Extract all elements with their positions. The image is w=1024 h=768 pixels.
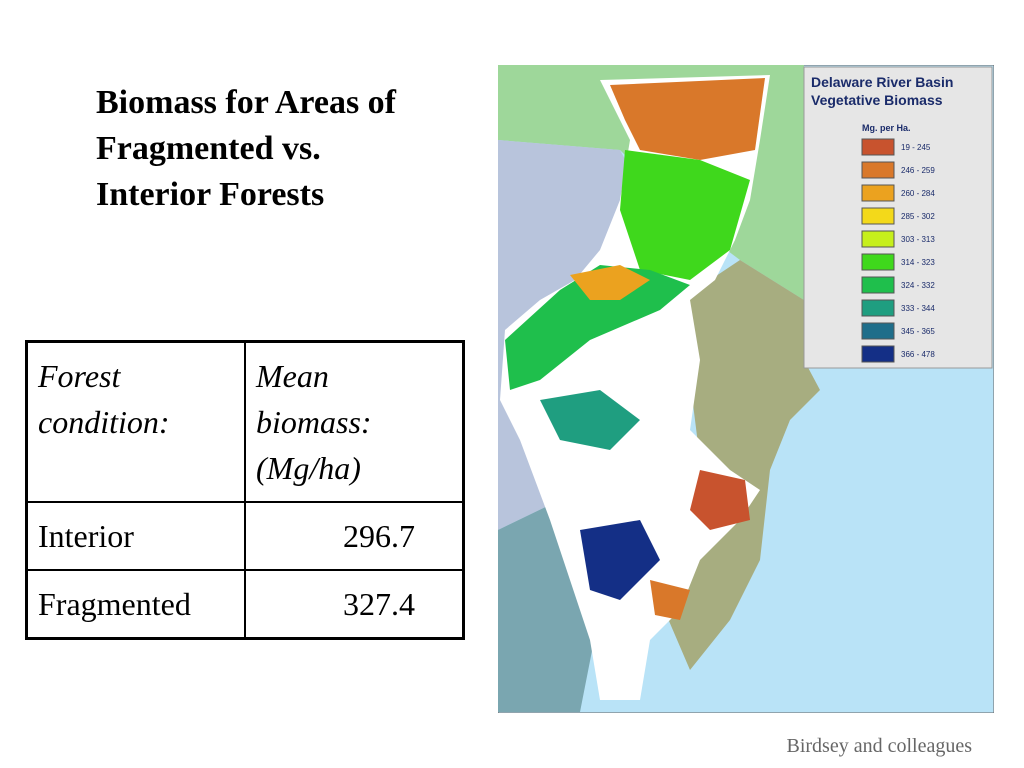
header-line: (Mg/ha) (256, 450, 361, 486)
cell: Interior (25, 501, 246, 571)
legend-swatch (861, 207, 895, 225)
title-line: Interior Forests (96, 176, 325, 213)
legend-label: 303 - 313 (901, 235, 935, 244)
cell: 296.7 (244, 501, 465, 571)
legend-unit: Mg. per Ha. (862, 123, 911, 133)
legend-title: Delaware River Basin (811, 74, 953, 90)
legend-label: 19 - 245 (901, 143, 931, 152)
header-line: Forest (38, 358, 121, 394)
legend-label: 314 - 323 (901, 258, 935, 267)
biomass-map: Delaware River Basin Vegetative Biomass Mg… (498, 65, 994, 713)
legend-box (803, 66, 993, 369)
legend-swatch (861, 138, 895, 156)
legend-label: 260 - 284 (901, 189, 935, 198)
legend-swatch (861, 230, 895, 248)
biomass-patch (570, 265, 650, 300)
legend-label: 324 - 332 (901, 281, 935, 290)
legend-label: 285 - 302 (901, 212, 935, 221)
new-jersey (660, 260, 820, 670)
biomass-table: Forest condition: Mean biomass: (Mg/ha) Int… (25, 340, 465, 640)
legend-label: 246 - 259 (901, 166, 935, 175)
header-cell: Mean biomass: (Mg/ha) (244, 340, 465, 503)
title-line: Fragmented vs. (96, 130, 321, 167)
header-cell: Forest condition: (25, 340, 246, 503)
legend-label: 345 - 365 (901, 327, 935, 336)
biomass-patch (580, 520, 660, 600)
legend-swatch (861, 253, 895, 271)
header-line: condition: (38, 404, 170, 440)
header-row: Forest condition: Mean biomass: (Mg/ha) (25, 340, 465, 503)
biomass-patch (620, 150, 750, 280)
cell: Fragmented (25, 569, 246, 640)
header-line: Mean (256, 358, 329, 394)
legend-label: 366 - 478 (901, 350, 935, 359)
biomass-patch (540, 390, 640, 450)
table-row: Interior 296.7 (25, 501, 465, 571)
cell: 327.4 (244, 569, 465, 640)
slide-title: Biomass for Areas of Fragmented vs. Interi… (96, 80, 396, 218)
legend-swatch (861, 322, 895, 340)
biomass-patch (610, 78, 765, 160)
legend: Delaware River Basin Vegetative Biomass Mg… (811, 74, 953, 363)
table-row: Fragmented 327.4 (25, 569, 465, 640)
credit: Birdsey and colleagues (786, 735, 973, 757)
biomass-patch (505, 265, 690, 390)
biomass-patch (650, 580, 690, 620)
legend-swatch (861, 276, 895, 294)
legend-label: 333 - 344 (901, 304, 935, 313)
legend-swatch (861, 161, 895, 179)
legend-swatch (861, 184, 895, 202)
legend-swatch (861, 345, 895, 363)
header-line: biomass: (256, 404, 372, 440)
biomass-patch (690, 470, 750, 530)
title-line: Biomass for Areas of (96, 84, 397, 121)
legend-title: Vegetative Biomass (811, 92, 943, 108)
legend-swatch (861, 299, 895, 317)
